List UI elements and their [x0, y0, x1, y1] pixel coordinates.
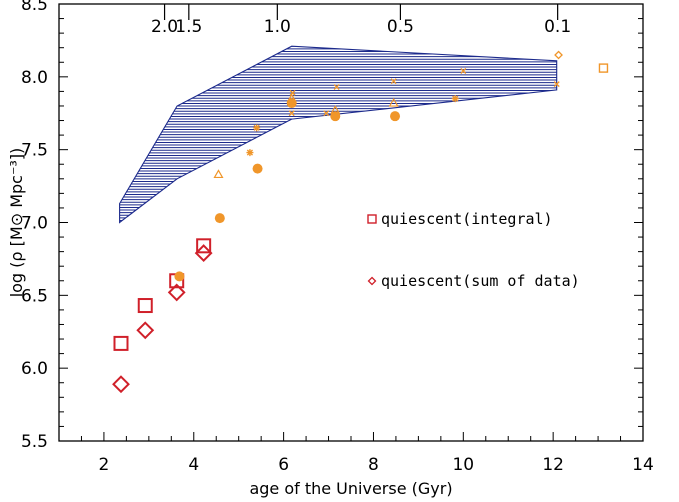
- point-diamond: [112, 375, 130, 394]
- y-tick-label: 6.5: [21, 286, 48, 306]
- point-square: [113, 335, 129, 351]
- legend-marker-diamond: [367, 276, 377, 286]
- point-circle: [174, 271, 185, 282]
- point-square: [196, 238, 212, 254]
- data-points: [112, 50, 609, 394]
- y-tick-label: 7.5: [21, 141, 48, 161]
- legend-label: quiescent(sum of data): [381, 272, 580, 290]
- tick-labels: 2 4 6 8 10 12 14 5.5 6.0 6.5 7.0 7.5 8.0 8.5 2.01.5 1.0…: [21, 0, 654, 475]
- legend-label: quiescent(integral): [381, 210, 553, 228]
- point-asterisk: [246, 149, 254, 157]
- point-circle: [390, 111, 401, 122]
- x-tick-label: 8: [368, 455, 379, 475]
- region-outline: [119, 45, 558, 224]
- legend-marker-square: [367, 214, 377, 224]
- point-circle: [286, 98, 297, 109]
- y-tick-label: 8.5: [21, 0, 48, 15]
- point-x: [390, 78, 397, 85]
- point-x: [323, 110, 330, 117]
- x-tick-label: 6: [278, 455, 289, 475]
- point-x: [333, 84, 340, 90]
- y-tick-label: 8.0: [21, 68, 48, 88]
- x-tick-label: 2: [99, 455, 110, 475]
- point-diamond: [167, 283, 186, 302]
- y-axis-label: log (ρ [M⊙ Mpc⁻³]): [7, 148, 26, 298]
- point-open-square: [598, 63, 609, 73]
- point-diamond: [136, 321, 155, 340]
- point-triangle: [213, 169, 224, 179]
- x-tick-label: 12: [542, 455, 564, 475]
- region-hatching: [119, 46, 557, 221]
- point-circle: [252, 163, 263, 174]
- y-tick-label: 7.0: [21, 214, 48, 234]
- point-small-diamond: [554, 50, 563, 60]
- x-tick-label: 4: [188, 455, 199, 475]
- point-x: [460, 68, 467, 74]
- x-tick-label: 10: [452, 455, 474, 475]
- point-triangle: [388, 97, 399, 107]
- point-x: [288, 110, 295, 117]
- point-triangle: [286, 93, 297, 103]
- shaded-region: [119, 45, 558, 224]
- point-asterisk: [253, 124, 261, 132]
- top-tick-label: 0.1: [544, 17, 571, 37]
- point-asterisk: [451, 95, 459, 103]
- y-tick-label: 6.0: [21, 359, 48, 379]
- y-tick-label: 5.5: [21, 432, 48, 452]
- legend: quiescent(integral) quiescent(sum of data…: [367, 210, 580, 290]
- x-axis-label: age of the Universe (Gyr): [249, 479, 452, 498]
- top-tick-label: 0.5: [387, 17, 414, 37]
- point-x: [289, 89, 296, 96]
- point-triangle: [330, 105, 341, 114]
- point-diamond: [194, 244, 213, 263]
- point-circle: [214, 213, 225, 224]
- top-tick-label: 1.5: [175, 17, 202, 37]
- top-tick-label: 1.0: [264, 17, 291, 37]
- axis-ticks: [58, 3, 644, 442]
- point-x: [553, 81, 560, 88]
- point-square: [137, 298, 153, 314]
- top-tick-label: 2.0: [151, 17, 178, 37]
- x-tick-label: 14: [632, 455, 654, 475]
